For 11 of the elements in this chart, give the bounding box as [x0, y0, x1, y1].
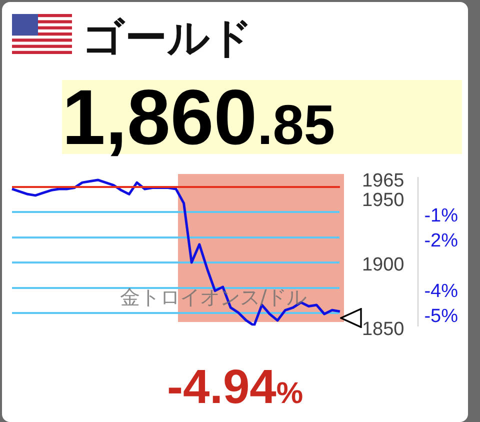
text: -4.94% — [166, 360, 304, 415]
chart-subtitle: 1,860.85 — [62, 73, 336, 161]
y2-tick-label: -5% — [424, 306, 458, 328]
y2-tick-label: -2% — [424, 230, 458, 252]
y-tick-label: 1965 — [362, 170, 404, 192]
y-tick-label: 1950 — [362, 190, 404, 211]
chart-title: ゴールド — [82, 12, 253, 64]
y-tick-label: 1850 — [362, 318, 404, 340]
y2-tick-label: -4% — [424, 281, 458, 302]
y-tick-label: 1900 — [362, 254, 404, 276]
y2-tick-label: -1% — [424, 205, 458, 226]
